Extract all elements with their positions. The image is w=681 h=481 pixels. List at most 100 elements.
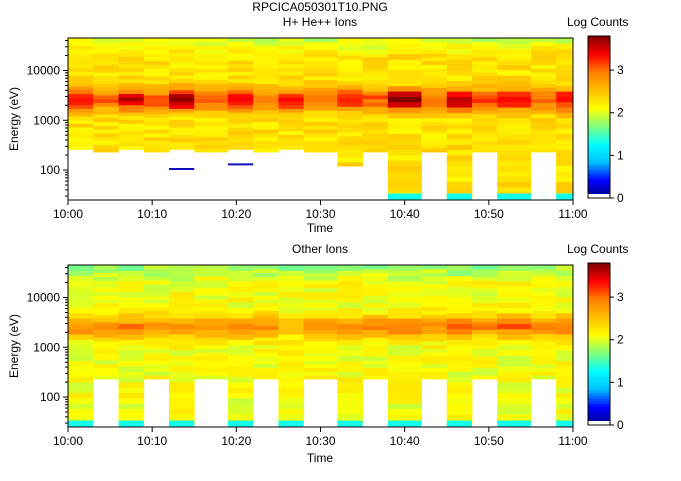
heatmap-cell	[68, 56, 94, 61]
heatmap-cell	[362, 291, 389, 296]
heatmap-cell	[530, 76, 557, 81]
heatmap-cell	[227, 334, 254, 340]
colorbar-segment	[588, 165, 610, 169]
heatmap-cell	[337, 84, 363, 90]
y-tick-label: 10000	[27, 64, 61, 78]
heatmap-cell	[472, 121, 498, 126]
heatmap-cell	[68, 344, 94, 351]
heatmap-cell	[93, 333, 119, 338]
heatmap-cell	[472, 129, 498, 134]
heatmap-cell	[68, 82, 94, 87]
heatmap-cell	[253, 276, 279, 281]
colorbar-tick-label: 3	[617, 63, 624, 77]
heatmap-cell	[446, 366, 473, 372]
heatmap-cell	[387, 307, 422, 314]
heatmap-cell	[387, 144, 422, 151]
heatmap-cell	[530, 329, 557, 334]
heatmap-cell	[227, 127, 254, 132]
heatmap-cell	[421, 272, 448, 277]
heatmap-cell	[387, 376, 422, 383]
heatmap-cell	[387, 382, 422, 388]
heatmap-cell	[472, 291, 498, 296]
heatmap-cell	[194, 49, 229, 54]
heatmap-cell	[556, 355, 574, 362]
heatmap-cell	[362, 325, 389, 331]
colorbar-segment	[588, 381, 610, 385]
heatmap-cell	[93, 79, 119, 85]
heatmap-cell	[497, 366, 532, 372]
heatmap-cell	[530, 114, 557, 119]
heatmap-cell	[194, 102, 229, 107]
colorbar-segment	[588, 152, 610, 156]
heatmap-cell	[118, 45, 145, 50]
x-tick-label: 10:50	[474, 434, 504, 448]
heatmap-cell	[169, 56, 195, 61]
colorbar-segment	[588, 327, 610, 331]
heatmap-cell	[472, 303, 498, 308]
heatmap-cell	[68, 323, 94, 330]
low-energy-band	[446, 193, 472, 200]
heatmap-cell	[303, 102, 338, 107]
heatmap-cell	[169, 323, 195, 330]
heatmap-cell	[253, 280, 279, 285]
heatmap-cell	[253, 295, 279, 300]
heatmap-cell	[68, 141, 94, 147]
heatmap-cell	[446, 392, 473, 399]
heatmap-cell	[337, 123, 363, 129]
heatmap-cell	[253, 344, 279, 350]
heatmap-cell	[227, 397, 254, 404]
heatmap-cell	[169, 67, 195, 72]
heatmap-cell	[472, 125, 498, 130]
heatmap-cell	[303, 57, 338, 62]
heatmap-cell	[68, 127, 94, 132]
heatmap-cell	[446, 413, 473, 420]
heatmap-cell	[530, 148, 557, 153]
colorbar-segment	[588, 373, 610, 377]
heatmap-cell	[387, 43, 422, 50]
heatmap-cell	[337, 382, 363, 388]
heatmap-cell	[472, 356, 498, 361]
heatmap-cell	[362, 322, 389, 327]
heatmap-cell	[362, 265, 389, 270]
x-tick-label: 10:20	[221, 207, 251, 221]
heatmap-cell	[253, 310, 279, 315]
heatmap-cell	[143, 322, 170, 327]
colorbar-segment	[588, 389, 610, 394]
heatmap-cell	[169, 382, 195, 388]
heatmap-cell	[169, 63, 195, 69]
heatmap-cell	[337, 110, 363, 116]
heatmap-cell	[556, 312, 574, 319]
heatmap-cell	[556, 296, 574, 303]
heatmap-cell	[421, 295, 448, 300]
heatmap-cell	[227, 130, 254, 135]
heatmap-cell	[472, 114, 498, 119]
heatmap-cell	[446, 371, 473, 378]
heatmap-cell	[362, 276, 389, 281]
heatmap-cell	[227, 318, 254, 324]
heatmap-cell	[472, 64, 498, 69]
heatmap-cell	[278, 344, 305, 351]
heatmap-cell	[421, 68, 448, 73]
heatmap-cell	[93, 310, 119, 315]
heatmap-cell	[227, 52, 254, 57]
heatmap-cell	[556, 360, 574, 367]
heatmap-cell	[387, 392, 422, 399]
heatmap-cell	[337, 328, 363, 335]
heatmap-cell	[169, 291, 195, 298]
heatmap-cell	[387, 344, 422, 351]
heatmap-cell	[143, 102, 170, 107]
heatmap-cell	[446, 408, 473, 415]
heatmap-cell	[169, 134, 195, 139]
panel1-x-axis: 10:00 10:10 10:20 10:30 10:40 10:50 11:00	[53, 200, 588, 221]
colorbar-segment	[588, 317, 610, 321]
heatmap-cell	[194, 129, 229, 134]
heatmap-cell	[227, 78, 254, 83]
heatmap-cell	[68, 101, 94, 106]
heatmap-cell	[497, 48, 532, 55]
y-tick-label: 100	[40, 163, 60, 177]
heatmap-cell	[118, 67, 145, 72]
heatmap-cell	[194, 53, 229, 58]
heatmap-cell	[169, 93, 195, 98]
heatmap-cell	[253, 114, 279, 119]
heatmap-cell	[253, 95, 279, 100]
